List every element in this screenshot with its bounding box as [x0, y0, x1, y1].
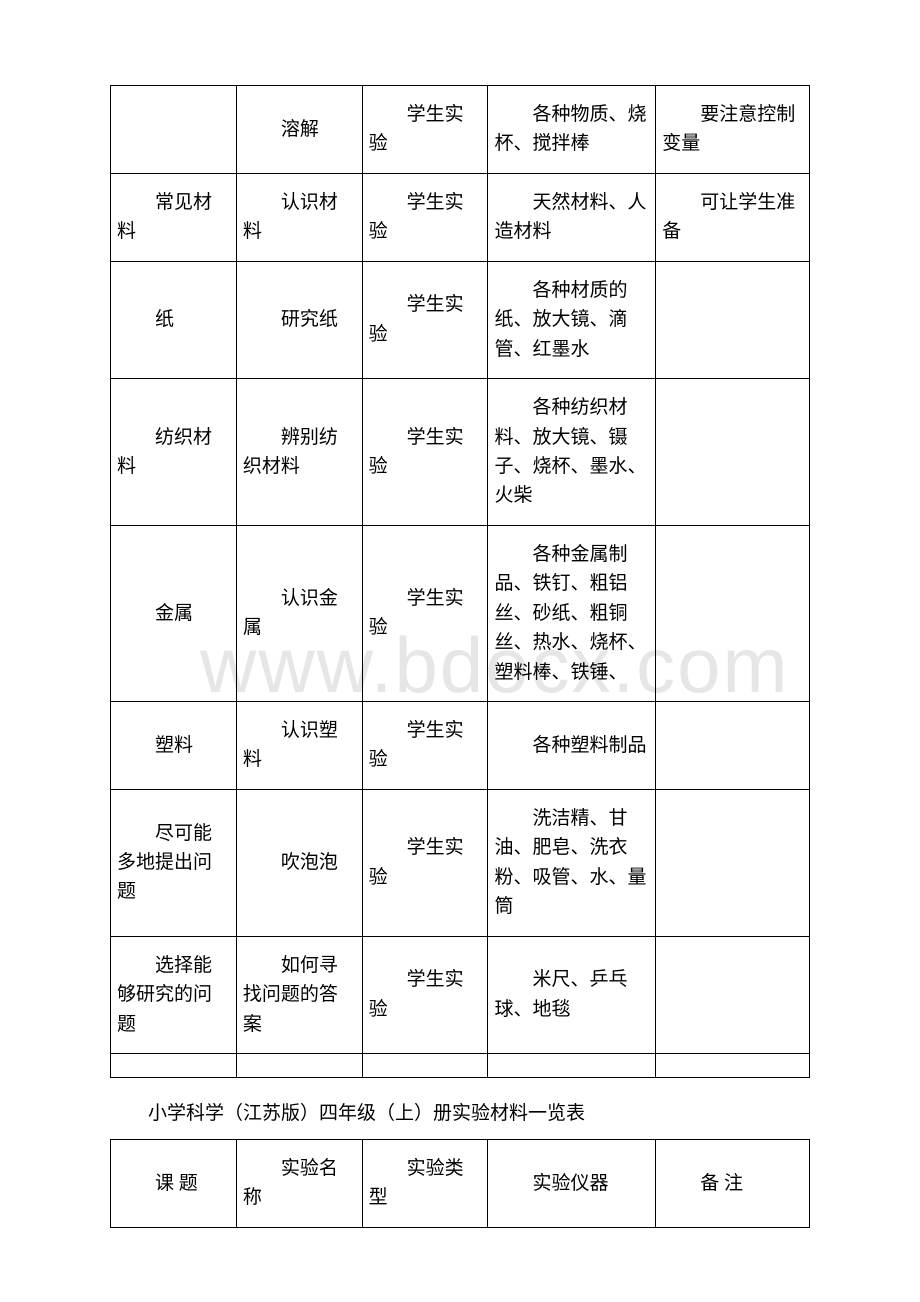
table-row: 金属 认识金属 学生实验 各种金属制品、铁钉、粗铝丝、砂纸、粗铜丝、热水、烧杯、… [111, 525, 810, 701]
table-row-empty [111, 1053, 810, 1077]
cell-equipment: 各种金属制品、铁钉、粗铝丝、砂纸、粗铜丝、热水、烧杯、塑料棒、铁锤、 [488, 525, 656, 701]
cell-topic: 选择能够研究的问题 [111, 936, 237, 1053]
cell-note: 要注意控制变量 [656, 86, 810, 174]
experiment-table-1: 溶解 学生实验 各种物质、烧杯、搅拌棒 要注意控制变量 常见材料 认识材料 学生… [110, 85, 810, 1078]
cell-equipment: 各种物质、烧杯、搅拌棒 [488, 86, 656, 174]
cell-topic: 尽可能多地提出问题 [111, 789, 237, 936]
cell-note [656, 789, 810, 936]
table-row: 纺织材料 辨别纺织材料 学生实验 各种纺织材料、放大镜、镊子、烧杯、墨水、火柴 [111, 379, 810, 526]
cell-note: 可让学生准备 [656, 173, 810, 261]
header-equipment: 实验仪器 [488, 1139, 656, 1227]
cell-empty [656, 1053, 810, 1077]
cell-type: 学生实验 [362, 702, 488, 790]
cell-type: 学生实验 [362, 261, 488, 378]
cell-equipment: 各种材质的纸、放大镜、滴管、红墨水 [488, 261, 656, 378]
cell-equipment: 各种塑料制品 [488, 702, 656, 790]
table-row: 选择能够研究的问题 如何寻找问题的答案 学生实验 米尺、乒乓球、地毯 [111, 936, 810, 1053]
cell-equipment: 洗洁精、甘油、肥皂、洗衣粉、吸管、水、量筒 [488, 789, 656, 936]
header-type: 实验类型 [362, 1139, 488, 1227]
cell-note [656, 261, 810, 378]
cell-name: 认识塑料 [236, 702, 362, 790]
table-2-caption: 小学科学（江苏版）四年级（上）册实验材料一览表 [110, 1098, 810, 1125]
table-row: 尽可能多地提出问题 吹泡泡 学生实验 洗洁精、甘油、肥皂、洗衣粉、吸管、水、量筒 [111, 789, 810, 936]
cell-name: 辨别纺织材料 [236, 379, 362, 526]
cell-type: 学生实验 [362, 936, 488, 1053]
header-topic: 课 题 [111, 1139, 237, 1227]
cell-type: 学生实验 [362, 789, 488, 936]
cell-topic [111, 86, 237, 174]
cell-note [656, 936, 810, 1053]
cell-equipment: 天然材料、人造材料 [488, 173, 656, 261]
header-name: 实验名称 [236, 1139, 362, 1227]
cell-name: 研究纸 [236, 261, 362, 378]
cell-topic: 金属 [111, 525, 237, 701]
table-row: 常见材料 认识材料 学生实验 天然材料、人造材料 可让学生准备 [111, 173, 810, 261]
cell-type: 学生实验 [362, 525, 488, 701]
cell-type: 学生实验 [362, 86, 488, 174]
cell-type: 学生实验 [362, 379, 488, 526]
experiment-table-2: 课 题 实验名称 实验类型 实验仪器 备 注 [110, 1139, 810, 1228]
cell-empty [111, 1053, 237, 1077]
cell-name: 吹泡泡 [236, 789, 362, 936]
table-header-row: 课 题 实验名称 实验类型 实验仪器 备 注 [111, 1139, 810, 1227]
cell-note [656, 702, 810, 790]
cell-empty [362, 1053, 488, 1077]
cell-note [656, 525, 810, 701]
cell-equipment: 各种纺织材料、放大镜、镊子、烧杯、墨水、火柴 [488, 379, 656, 526]
cell-topic: 纸 [111, 261, 237, 378]
cell-name: 如何寻找问题的答案 [236, 936, 362, 1053]
cell-empty [488, 1053, 656, 1077]
cell-topic: 常见材料 [111, 173, 237, 261]
table-row: 塑料 认识塑料 学生实验 各种塑料制品 [111, 702, 810, 790]
table-row: 纸 研究纸 学生实验 各种材质的纸、放大镜、滴管、红墨水 [111, 261, 810, 378]
cell-topic: 塑料 [111, 702, 237, 790]
table-row: 溶解 学生实验 各种物质、烧杯、搅拌棒 要注意控制变量 [111, 86, 810, 174]
cell-name: 认识材料 [236, 173, 362, 261]
header-note: 备 注 [656, 1139, 810, 1227]
cell-note [656, 379, 810, 526]
cell-empty [236, 1053, 362, 1077]
cell-name: 认识金属 [236, 525, 362, 701]
cell-equipment: 米尺、乒乓球、地毯 [488, 936, 656, 1053]
cell-type: 学生实验 [362, 173, 488, 261]
cell-topic: 纺织材料 [111, 379, 237, 526]
cell-name: 溶解 [236, 86, 362, 174]
